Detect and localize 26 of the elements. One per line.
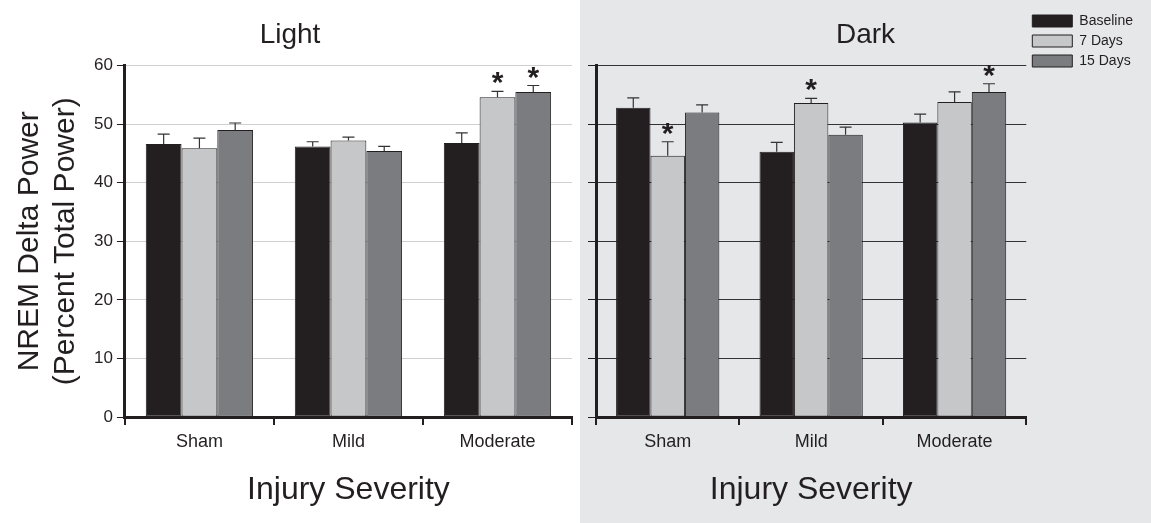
y-tick-label: 10 bbox=[93, 348, 113, 368]
y-tick-label: 40 bbox=[93, 172, 113, 192]
data-label: * bbox=[805, 72, 818, 106]
x-tick-label: Sham bbox=[175, 430, 223, 451]
y-tick-label: 50 bbox=[93, 113, 113, 133]
x-tick-label: Mild bbox=[794, 430, 828, 451]
x-tick-label: Sham bbox=[644, 430, 692, 451]
data-label: * bbox=[661, 115, 674, 149]
x-tick-label: Moderate bbox=[916, 430, 993, 451]
legend-label: Baseline bbox=[1079, 11, 1134, 28]
chart-title: Dark bbox=[835, 17, 897, 49]
data-label: * bbox=[983, 57, 996, 91]
y-tick-label: 60 bbox=[93, 55, 113, 75]
data-label: * bbox=[527, 59, 540, 93]
legend-label: 15 Days bbox=[1079, 51, 1131, 68]
chart-title: Light bbox=[259, 17, 321, 49]
x-tick-label: Moderate bbox=[459, 430, 536, 451]
y-tick-label: 20 bbox=[93, 289, 113, 309]
x-axis-title: Injury Severity bbox=[709, 469, 913, 506]
data-label: * bbox=[491, 65, 504, 99]
y-axis-title: NREM Delta Power (Percent Total Power) bbox=[11, 97, 81, 386]
x-axis-title: Injury Severity bbox=[247, 469, 450, 506]
y-tick-label: 30 bbox=[93, 230, 113, 250]
y-tick-label: 0 bbox=[103, 406, 113, 426]
legend-label: 7 Days bbox=[1079, 31, 1123, 48]
x-tick-label: Mild bbox=[331, 430, 365, 451]
